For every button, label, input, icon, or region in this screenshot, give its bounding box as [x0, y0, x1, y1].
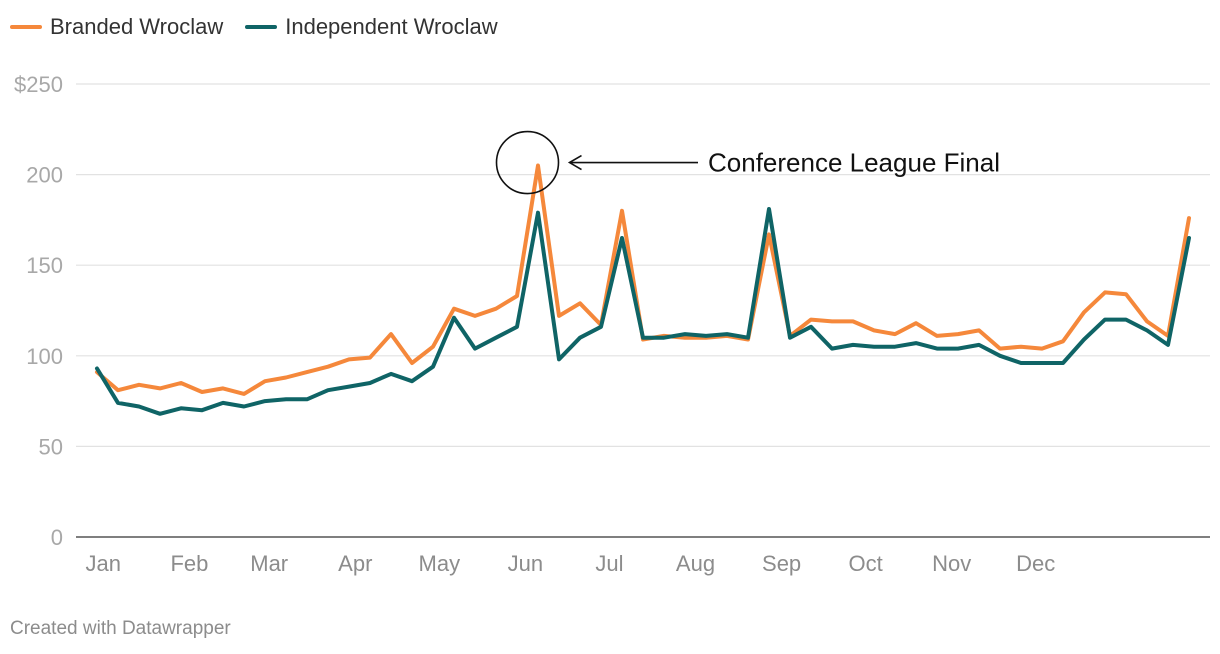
x-tick-label: Dec: [1016, 551, 1055, 576]
footer-credit: Created with Datawrapper: [10, 618, 231, 639]
y-tick-label: $250: [14, 72, 63, 97]
legend-label-independent: Independent Wroclaw: [285, 14, 498, 39]
annotation-arrow-head: [567, 154, 582, 171]
x-tick-label: Jan: [86, 551, 121, 576]
y-tick-label: 50: [39, 434, 63, 459]
y-tick-label: 200: [26, 163, 63, 188]
grid-layer: [76, 83, 1210, 538]
chart-legend: Branded Wroclaw Independent Wroclaw: [10, 14, 498, 40]
x-tick-label: Aug: [676, 551, 715, 576]
x-tick-label: Apr: [338, 551, 372, 576]
y-tick-label: 0: [51, 525, 63, 550]
y-tick-label: 150: [26, 253, 63, 278]
x-tick-label: Nov: [932, 551, 971, 576]
x-tick-label: Oct: [848, 551, 882, 576]
annotation-layer: Conference League Final: [495, 130, 1000, 195]
legend-swatch-branded: [10, 25, 42, 29]
x-tick-label: Sep: [762, 551, 801, 576]
y-axis-ticks: 0 50 100 150 200 $250: [14, 72, 63, 550]
series-line-branded: [95, 163, 1191, 396]
x-tick-label: May: [419, 551, 461, 576]
x-tick-label: Feb: [170, 551, 208, 576]
x-axis-ticks: Jan Feb Mar Apr May Jun Jul Aug Sep Oct Nov Dec: [86, 551, 1056, 576]
legend-item-branded[interactable]: Branded Wroclaw: [10, 14, 223, 40]
x-tick-label: Jul: [595, 551, 623, 576]
series-line-independent: [95, 207, 1191, 416]
annotation-label: Conference League Final: [708, 148, 1000, 178]
x-tick-label: Jun: [508, 551, 543, 576]
annotation-highlight-circle: [495, 130, 560, 195]
x-tick-label: Mar: [250, 551, 288, 576]
legend-item-independent[interactable]: Independent Wroclaw: [245, 14, 498, 40]
series-layer: [95, 163, 1191, 416]
y-tick-label: 100: [26, 344, 63, 369]
legend-swatch-independent: [245, 25, 278, 29]
legend-label-branded: Branded Wroclaw: [50, 14, 224, 39]
